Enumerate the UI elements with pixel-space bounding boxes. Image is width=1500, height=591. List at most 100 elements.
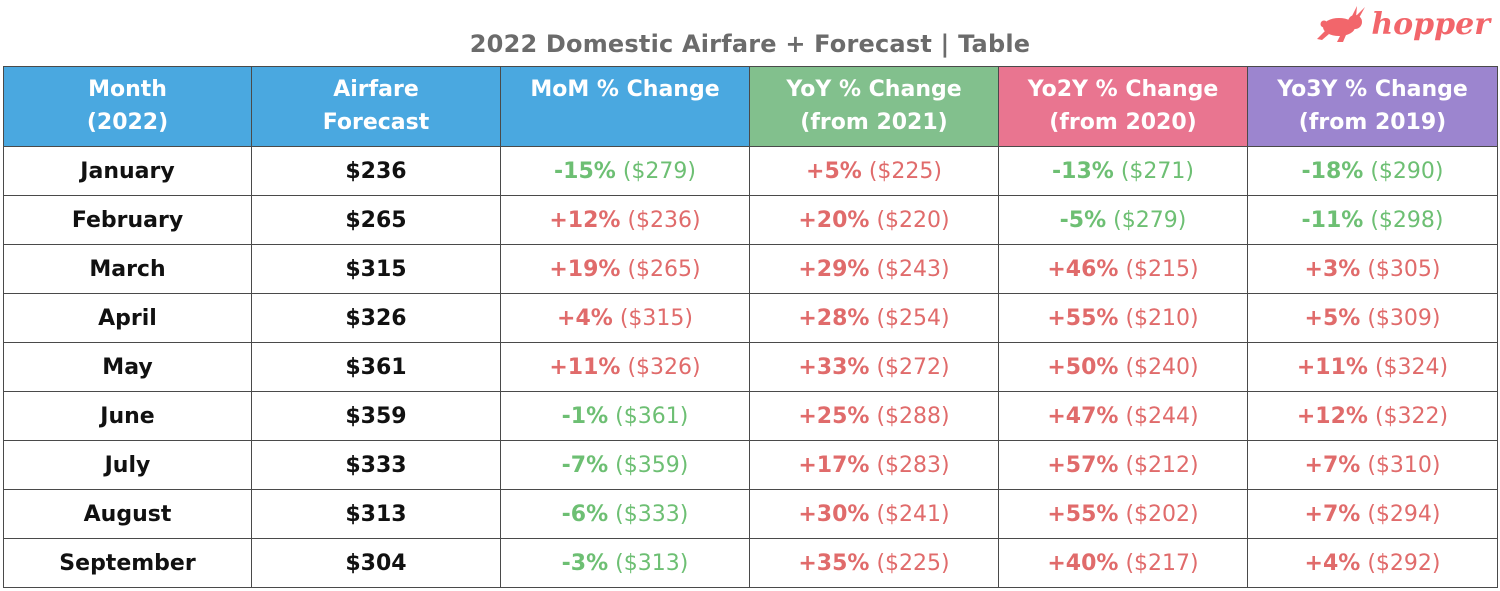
mom-cell: +4% ($315) xyxy=(500,293,750,343)
header-yo3y-line1: Yo3Y % Change xyxy=(1277,77,1468,102)
header-yo2y: Yo2Y % Change (from 2020) xyxy=(998,66,1248,147)
yoy-cell: +17% ($283) xyxy=(749,440,999,490)
mom-cell: +12% ($236) xyxy=(500,195,750,245)
header-airfare: Airfare Forecast xyxy=(251,66,501,147)
airfare-table: Month (2022) Airfare Forecast MoM % Chan… xyxy=(3,66,1498,588)
pct-change: +5% xyxy=(1304,305,1361,331)
table-row: July $333 -7% ($359) +17% ($283) +57% ($… xyxy=(3,440,1498,490)
mom-cell: -15% ($279) xyxy=(500,146,750,196)
pct-change: +55% xyxy=(1047,305,1119,331)
prior-fare: ($265) xyxy=(627,256,701,282)
month-cell: July xyxy=(3,440,252,490)
fare-cell: $236 xyxy=(251,146,501,196)
prior-fare: ($322) xyxy=(1374,403,1449,429)
yo3y-cell: +11% ($324) xyxy=(1247,342,1498,392)
yoy-cell: +29% ($243) xyxy=(749,244,999,294)
fare-cell: $359 xyxy=(251,391,501,441)
hopper-logo: hopper xyxy=(1315,2,1490,46)
prior-fare: ($243) xyxy=(876,256,950,282)
pct-change: -5% xyxy=(1059,207,1107,233)
prior-fare: ($272) xyxy=(876,354,950,380)
prior-fare: ($279) xyxy=(622,158,696,184)
rabbit-logo-icon xyxy=(1317,6,1366,42)
prior-fare: ($225) xyxy=(868,158,942,184)
yo3y-cell: -18% ($290) xyxy=(1247,146,1498,196)
yoy-cell: +25% ($288) xyxy=(749,391,999,441)
header-yoy-line2: (from 2021) xyxy=(800,110,948,135)
prior-fare: ($212) xyxy=(1125,452,1199,478)
pct-change: -7% xyxy=(561,452,609,478)
pct-change: -1% xyxy=(561,403,609,429)
header-mom: MoM % Change xyxy=(500,66,750,147)
yo3y-cell: +3% ($305) xyxy=(1247,244,1498,294)
yo2y-cell: +55% ($202) xyxy=(998,489,1248,539)
header-mom-line1: MoM % Change xyxy=(530,77,720,102)
month-cell: May xyxy=(3,342,252,392)
prior-fare: ($305) xyxy=(1367,256,1441,282)
pct-change: +29% xyxy=(798,256,870,282)
prior-fare: ($283) xyxy=(876,452,950,478)
pct-change: +12% xyxy=(1296,403,1368,429)
fare-cell: $333 xyxy=(251,440,501,490)
prior-fare: ($244) xyxy=(1125,403,1199,429)
yoy-cell: +35% ($225) xyxy=(749,538,999,588)
prior-fare: ($361) xyxy=(615,403,689,429)
fare-cell: $313 xyxy=(251,489,501,539)
prior-fare: ($309) xyxy=(1367,305,1441,331)
mom-cell: +19% ($265) xyxy=(500,244,750,294)
pct-change: +12% xyxy=(549,207,621,233)
header-yoy-line1: YoY % Change xyxy=(786,77,962,102)
fare-cell: $304 xyxy=(251,538,501,588)
pct-change: +57% xyxy=(1047,452,1119,478)
pct-change: -11% xyxy=(1301,207,1364,233)
prior-fare: ($210) xyxy=(1125,305,1199,331)
pct-change: +4% xyxy=(557,305,613,331)
header-airfare-line2: Forecast xyxy=(322,110,430,135)
table-row: February $265 +12% ($236) +20% ($220) -5… xyxy=(3,195,1498,245)
prior-fare: ($241) xyxy=(876,501,950,527)
prior-fare: ($288) xyxy=(876,403,950,429)
mom-cell: -6% ($333) xyxy=(500,489,750,539)
prior-fare: ($333) xyxy=(615,501,689,527)
pct-change: +40% xyxy=(1047,550,1119,576)
prior-fare: ($315) xyxy=(619,305,693,331)
yo2y-cell: +46% ($215) xyxy=(998,244,1248,294)
mom-cell: -7% ($359) xyxy=(500,440,750,490)
pct-change: -18% xyxy=(1301,158,1364,184)
pct-change: +7% xyxy=(1304,452,1361,478)
prior-fare: ($294) xyxy=(1367,501,1441,527)
header-month-line2: (2022) xyxy=(86,110,169,135)
yoy-cell: +33% ($272) xyxy=(749,342,999,392)
prior-fare: ($279) xyxy=(1113,207,1187,233)
pct-change: +11% xyxy=(1296,354,1368,380)
table-row: May $361 +11% ($326) +33% ($272) +50% ($… xyxy=(3,342,1498,392)
prior-fare: ($310) xyxy=(1367,452,1441,478)
yoy-cell: +30% ($241) xyxy=(749,489,999,539)
prior-fare: ($290) xyxy=(1370,158,1444,184)
yoy-cell: +20% ($220) xyxy=(749,195,999,245)
yo2y-cell: -5% ($279) xyxy=(998,195,1248,245)
table-row: January $236 -15% ($279) +5% ($225) -13%… xyxy=(3,146,1498,196)
yo2y-cell: +47% ($244) xyxy=(998,391,1248,441)
month-cell: February xyxy=(3,195,252,245)
prior-fare: ($292) xyxy=(1367,550,1441,576)
pct-change: +11% xyxy=(549,354,621,380)
mom-cell: -3% ($313) xyxy=(500,538,750,588)
fare-cell: $315 xyxy=(251,244,501,294)
prior-fare: ($324) xyxy=(1374,354,1449,380)
prior-fare: ($225) xyxy=(876,550,950,576)
yo2y-cell: -13% ($271) xyxy=(998,146,1248,196)
mom-cell: -1% ($361) xyxy=(500,391,750,441)
prior-fare: ($359) xyxy=(615,452,689,478)
pct-change: -15% xyxy=(554,158,616,184)
yo2y-cell: +57% ($212) xyxy=(998,440,1248,490)
fare-cell: $265 xyxy=(251,195,501,245)
table-row: April $326 +4% ($315) +28% ($254) +55% (… xyxy=(3,293,1498,343)
yo3y-cell: +7% ($294) xyxy=(1247,489,1498,539)
header-yo2y-line2: (from 2020) xyxy=(1049,110,1197,135)
month-cell: June xyxy=(3,391,252,441)
yoy-cell: +5% ($225) xyxy=(749,146,999,196)
header-yo3y: Yo3Y % Change (from 2019) xyxy=(1247,66,1498,147)
pct-change: +47% xyxy=(1047,403,1119,429)
pct-change: +33% xyxy=(798,354,870,380)
